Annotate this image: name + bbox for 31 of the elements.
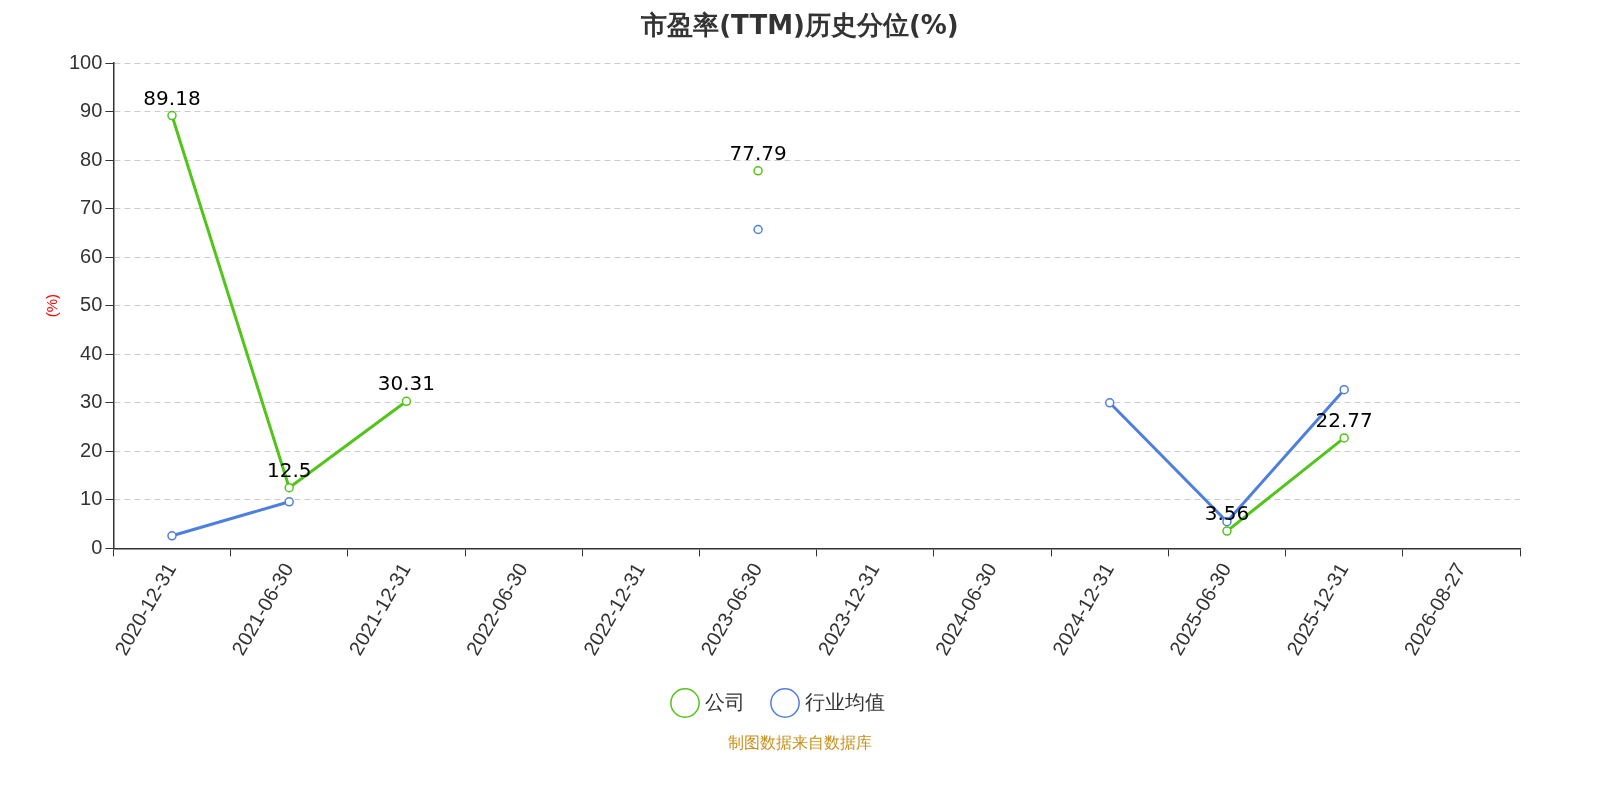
point: [167, 110, 177, 121]
point: [167, 531, 177, 541]
y-axis-title: (%): [43, 294, 61, 318]
data-label: 22.77: [1315, 408, 1373, 433]
point: [284, 497, 294, 507]
y-tick-label: 80: [80, 147, 103, 170]
point: [1104, 398, 1115, 408]
point: [753, 166, 763, 176]
y-tick-label: 10: [80, 487, 103, 510]
y-tick-label: 100: [68, 50, 103, 73]
y-tick-label: 50: [80, 293, 103, 316]
point: [1339, 433, 1349, 443]
y-tick-label: 30: [80, 390, 103, 413]
y-tick-label: 90: [80, 99, 103, 122]
data-label: 30.31: [377, 371, 436, 396]
point: [284, 482, 294, 493]
text: 制图数据来自数据库: [727, 733, 873, 754]
y-tick-label: 70: [80, 196, 103, 219]
y-tick-label: 0: [91, 535, 103, 558]
data-label: 89.18: [143, 85, 201, 110]
chart-title: 市盈率(TTM)历史分位(%): [640, 9, 960, 42]
point: [753, 224, 763, 235]
y-tick-label: 60: [80, 244, 103, 267]
point: [1339, 384, 1349, 395]
point: [1222, 526, 1232, 536]
legend-label: 行业均值: [805, 690, 885, 713]
point: [401, 396, 412, 407]
legend-label: 公司: [705, 690, 745, 713]
data-label: 77.79: [729, 141, 787, 166]
y-tick-label: 20: [80, 438, 103, 461]
y-tick-label: 40: [80, 341, 103, 364]
